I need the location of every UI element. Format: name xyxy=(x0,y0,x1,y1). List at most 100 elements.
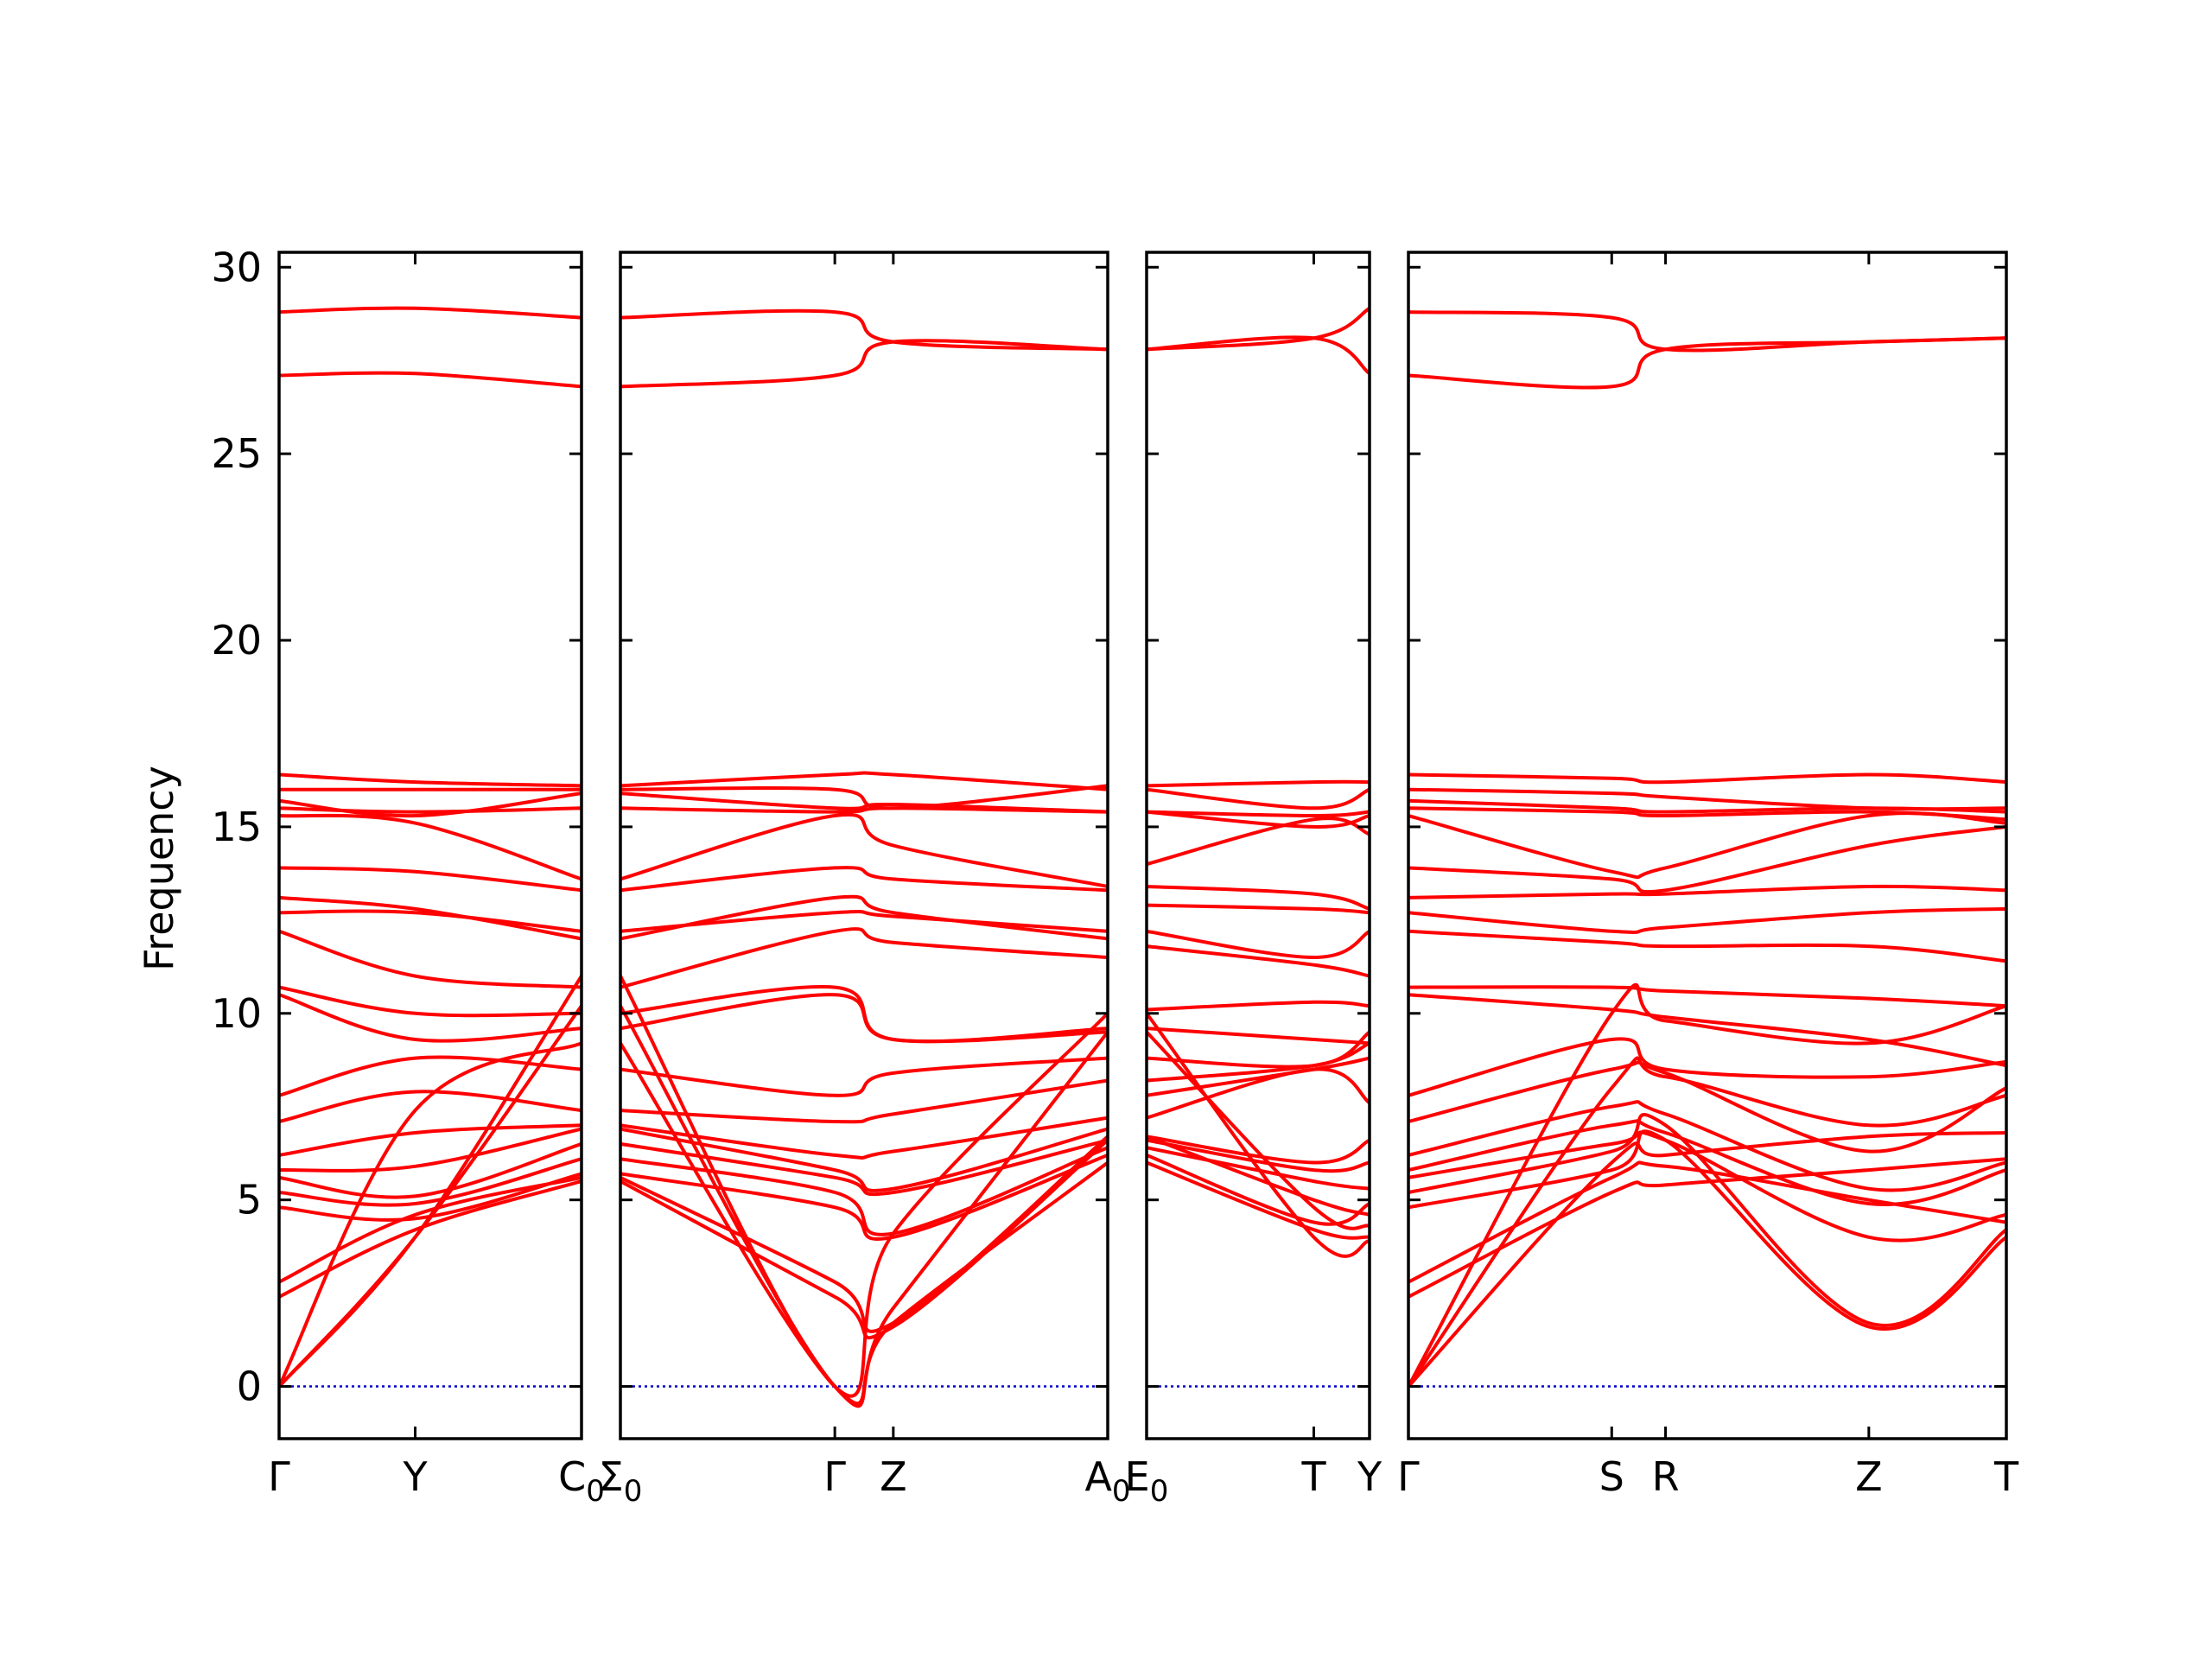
band-line xyxy=(279,791,582,818)
band-line xyxy=(620,1146,1108,1236)
y-tick-label: 10 xyxy=(211,990,262,1037)
band-line xyxy=(620,1056,1108,1097)
band-line xyxy=(279,985,582,1018)
band-line xyxy=(1408,993,2006,1068)
band-group xyxy=(620,308,1108,1408)
band-line xyxy=(279,306,582,320)
band-line xyxy=(279,1141,582,1199)
band-line xyxy=(279,1090,582,1123)
band-line xyxy=(279,1157,582,1207)
band-line xyxy=(1147,787,1370,810)
band-line xyxy=(1408,336,2006,390)
x-tick-label: A0 xyxy=(1084,1453,1130,1509)
band-line xyxy=(279,909,582,933)
x-tick-label: E0 xyxy=(1125,1453,1169,1509)
band-line xyxy=(279,866,582,893)
band-group xyxy=(279,306,582,1389)
band-line xyxy=(279,1123,582,1157)
panel-3: E0 T Y xyxy=(1125,251,1382,1509)
band-line xyxy=(1147,1160,1370,1240)
band-line xyxy=(1408,1131,2006,1389)
y-tick-label: 30 xyxy=(211,244,262,290)
band-line xyxy=(620,1078,1108,1124)
band-line xyxy=(279,1175,582,1284)
panel-frame xyxy=(1145,251,1371,1440)
band-line xyxy=(279,1004,582,1389)
band-line xyxy=(1147,306,1370,352)
band-line xyxy=(1408,1060,2006,1154)
panel-frame xyxy=(277,251,583,1440)
band-line xyxy=(1147,817,1370,867)
band-line xyxy=(1408,985,2006,1008)
band-line xyxy=(1408,1129,2006,1331)
band-line xyxy=(279,772,582,788)
x-tick-label: Γ xyxy=(823,1453,846,1500)
band-line xyxy=(279,993,582,1043)
band-line xyxy=(279,974,582,1389)
band-line xyxy=(1147,1138,1370,1173)
x-tick-label: Σ0 xyxy=(599,1453,643,1509)
panel-frame xyxy=(619,251,1109,1440)
band-line xyxy=(1147,810,1370,817)
band-line xyxy=(1147,903,1370,915)
band-line xyxy=(1147,944,1370,978)
band-line xyxy=(1147,335,1370,376)
band-line xyxy=(1147,929,1370,959)
band-line xyxy=(620,927,1108,989)
y-tick-label: 20 xyxy=(211,617,262,664)
band-line xyxy=(620,812,1108,888)
band-line xyxy=(620,974,1108,1398)
y-tick-label: 25 xyxy=(211,430,262,477)
panel-frame xyxy=(1407,251,2008,1440)
band-line xyxy=(620,1138,1108,1197)
band-line xyxy=(279,929,582,989)
band-line xyxy=(279,1041,582,1389)
y-tick-label: 0 xyxy=(237,1363,262,1410)
band-line xyxy=(1408,929,2006,963)
band-line xyxy=(620,771,1108,791)
band-line xyxy=(1147,885,1370,911)
band-line xyxy=(1408,906,2006,934)
x-tick-label: S xyxy=(1599,1453,1624,1500)
band-line xyxy=(1408,824,2006,894)
band-line xyxy=(1147,1027,1370,1046)
x-tick-label: T xyxy=(1300,1453,1326,1500)
band-line xyxy=(620,806,1108,814)
x-tick-label: Γ xyxy=(1397,1453,1420,1500)
y-tick-label: 5 xyxy=(237,1177,262,1224)
x-tick-label: R xyxy=(1652,1453,1680,1500)
band-line xyxy=(620,784,1108,810)
x-tick-label: Y xyxy=(402,1453,428,1500)
x-tick-label: Z xyxy=(880,1453,907,1500)
band-line xyxy=(1147,1011,1370,1258)
band-line xyxy=(1408,1037,2006,1097)
band-line xyxy=(1408,811,2006,880)
band-line xyxy=(1147,1135,1370,1217)
band-line xyxy=(279,1055,582,1097)
band-line xyxy=(1408,787,2006,811)
band-line xyxy=(1147,1030,1370,1230)
band-group xyxy=(1408,310,2006,1389)
band-line xyxy=(1408,1100,2006,1192)
band-group xyxy=(1147,306,1370,1258)
band-line xyxy=(279,895,582,941)
band-line xyxy=(1147,1067,1370,1120)
band-line xyxy=(1147,810,1370,829)
x-tick-label: Z xyxy=(1855,1453,1883,1500)
band-line xyxy=(1408,1056,2006,1389)
band-line xyxy=(1147,1000,1370,1012)
band-line xyxy=(1408,1157,2006,1299)
band-line xyxy=(1147,779,1370,788)
band-line xyxy=(1147,1041,1370,1083)
band-line xyxy=(620,1116,1108,1160)
x-tick-label: Y xyxy=(1357,1453,1382,1500)
band-line xyxy=(620,308,1108,352)
band-line xyxy=(1147,1135,1370,1165)
band-line xyxy=(620,910,1108,933)
band-line xyxy=(620,1041,1108,1406)
y-axis-label: Frequency xyxy=(136,766,182,971)
y-tick-label: 15 xyxy=(211,804,262,850)
